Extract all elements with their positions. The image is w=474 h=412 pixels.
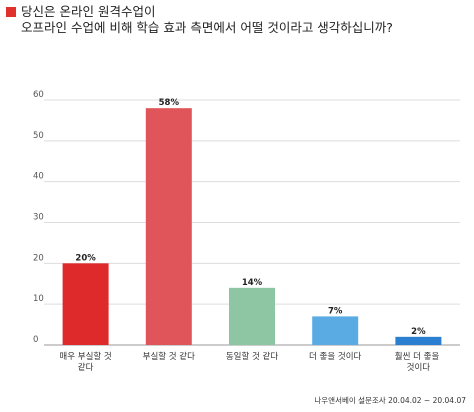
- title-line-1: 당신은 온라인 원격수업이: [6, 4, 468, 20]
- category-label: 동일할 것 같다: [226, 351, 279, 362]
- category-label: 매우 부실할 것 같다: [59, 351, 112, 373]
- chart-title: 당신은 온라인 원격수업이 오프라인 수업에 비해 학습 효과 측면에서 어떨 …: [6, 4, 468, 36]
- bar: [312, 316, 359, 345]
- title-marker-icon: [6, 7, 16, 17]
- y-tick-label: 30: [33, 213, 44, 223]
- y-tick-label: 40: [33, 172, 44, 182]
- source-note: 나우앤서베이 설문조사 20.04.02 ~ 20.04.07: [314, 396, 466, 405]
- bar: [395, 336, 442, 345]
- y-tick-label: 10: [33, 294, 44, 304]
- bar: [62, 263, 109, 345]
- y-tick-label: 20: [33, 253, 44, 263]
- data-label: 14%: [242, 278, 263, 288]
- category-label: 부실할 것 같다: [143, 351, 196, 362]
- y-tick-label: 0: [33, 335, 38, 345]
- title-line-1-text: 당신은 온라인 원격수업이: [21, 4, 156, 19]
- y-tick-label: 60: [33, 90, 44, 100]
- bar: [229, 287, 275, 345]
- data-label: 20%: [75, 253, 96, 263]
- category-label: 더 좋을 것이다: [309, 351, 362, 362]
- title-line-2: 오프라인 수업에 비해 학습 효과 측면에서 어떨 것이라고 생각하십니까?: [21, 20, 393, 35]
- bar: [145, 108, 192, 346]
- category-label: 훨씬 더 좋을 것이다: [395, 351, 442, 373]
- data-label: 7%: [328, 306, 343, 316]
- data-label: 2%: [411, 327, 426, 337]
- y-tick-label: 50: [33, 131, 44, 141]
- data-label: 58%: [159, 98, 180, 108]
